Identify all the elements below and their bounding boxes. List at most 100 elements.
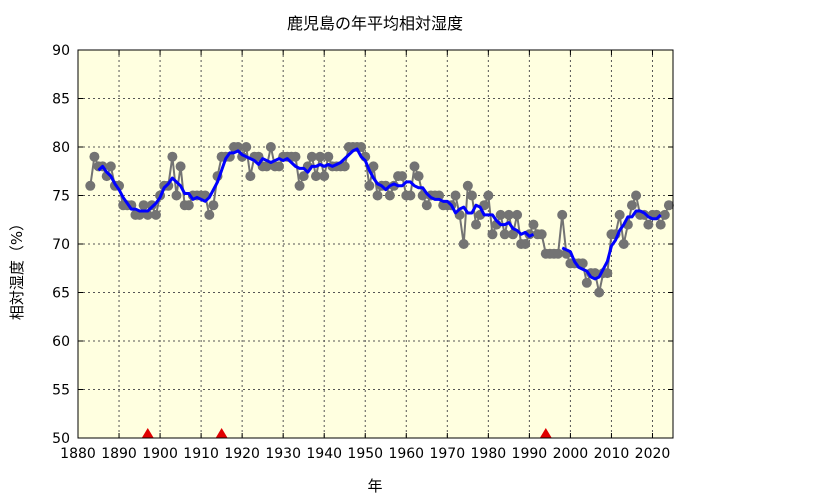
- x-tick-label: 1880: [60, 446, 96, 462]
- x-tick-label: 1980: [471, 446, 507, 462]
- data-point: [614, 209, 625, 220]
- x-tick-label: 2000: [553, 446, 589, 462]
- data-point: [663, 200, 674, 211]
- data-point: [602, 268, 613, 279]
- data-point: [175, 161, 186, 172]
- x-tick-label: 1920: [224, 446, 260, 462]
- data-point: [413, 171, 424, 182]
- data-point: [85, 180, 96, 191]
- data-point: [466, 190, 477, 201]
- data-point: [536, 229, 547, 240]
- data-point: [577, 258, 588, 269]
- data-point: [495, 209, 506, 220]
- data-point: [233, 142, 244, 152]
- data-point: [581, 277, 592, 288]
- y-tick-label: 80: [52, 140, 70, 156]
- data-point: [261, 161, 272, 172]
- chart-title: 鹿児島の年平均相対湿度: [287, 14, 463, 33]
- series: [85, 142, 674, 438]
- data-point: [208, 200, 219, 211]
- y-tick-label: 70: [52, 237, 70, 253]
- data-point: [631, 190, 642, 201]
- station-change-marker: [539, 428, 552, 438]
- data-point: [315, 151, 326, 162]
- data-point: [458, 239, 469, 249]
- x-tick-label: 1970: [429, 446, 465, 462]
- data-point: [339, 161, 350, 172]
- data-point: [167, 151, 178, 162]
- data-point: [294, 180, 305, 191]
- y-tick-label: 60: [52, 334, 70, 350]
- data-point: [372, 190, 383, 201]
- y-tick-label: 90: [52, 43, 70, 59]
- data-point: [643, 219, 654, 230]
- x-tick-label: 1950: [347, 446, 383, 462]
- data-point: [512, 209, 523, 220]
- y-tick-label: 65: [52, 286, 70, 302]
- data-point: [450, 190, 461, 201]
- data-point: [626, 200, 637, 211]
- data-point: [150, 209, 161, 220]
- data-point: [618, 239, 629, 249]
- data-point: [265, 142, 276, 152]
- moving-average-line: [561, 209, 662, 281]
- data-point: [319, 171, 330, 182]
- x-tick-label: 1910: [183, 446, 219, 462]
- x-tick-label: 1940: [306, 446, 342, 462]
- moving-average-line: [97, 147, 535, 238]
- data-point: [520, 239, 531, 249]
- y-tick-label: 75: [52, 189, 70, 205]
- y-tick-label: 50: [52, 431, 70, 447]
- data-point: [245, 171, 256, 182]
- x-tick-label: 1930: [265, 446, 301, 462]
- data-point: [471, 219, 482, 230]
- x-tick-label: 1960: [388, 446, 424, 462]
- data-point: [274, 161, 285, 172]
- data-point: [483, 190, 494, 201]
- data-point: [306, 151, 317, 162]
- data-point: [388, 180, 399, 191]
- data-point: [655, 219, 666, 230]
- data-point: [397, 171, 408, 182]
- data-point: [183, 200, 194, 211]
- data-point: [204, 209, 215, 220]
- data-point: [138, 200, 149, 211]
- data-point: [462, 180, 473, 191]
- station-change-marker: [141, 428, 154, 438]
- x-tick-label: 2010: [594, 446, 630, 462]
- data-point: [528, 219, 539, 230]
- data-point: [364, 180, 375, 191]
- data-point: [241, 142, 252, 152]
- data-point: [89, 151, 100, 162]
- x-tick-label: 1990: [512, 446, 548, 462]
- data-point: [405, 190, 416, 201]
- data-point: [503, 209, 514, 220]
- data-point: [590, 268, 601, 279]
- x-tick-label: 2020: [635, 446, 671, 462]
- y-tick-label: 55: [52, 383, 70, 399]
- data-point: [507, 229, 518, 240]
- data-point: [171, 190, 182, 201]
- data-point: [553, 248, 564, 259]
- data-point: [368, 161, 379, 172]
- x-tick-label: 1900: [142, 446, 178, 462]
- ticks: 1880 1890 1900 1910 1920 1930 1940 1950 1960 1970…: [52, 43, 673, 462]
- grid: [78, 50, 673, 438]
- data-point: [557, 209, 568, 220]
- data-point: [290, 151, 301, 162]
- station-change-marker: [215, 428, 228, 438]
- x-tick-label: 1890: [101, 446, 137, 462]
- data-point: [499, 229, 510, 240]
- data-point: [384, 190, 395, 201]
- data-point: [487, 229, 498, 240]
- data-point: [409, 161, 420, 172]
- data-point: [594, 287, 605, 298]
- y-tick-label: 85: [52, 92, 70, 108]
- data-point: [421, 200, 432, 211]
- data-point: [659, 209, 670, 220]
- data-point: [311, 171, 321, 182]
- data-point: [323, 151, 334, 162]
- data-point: [298, 171, 309, 182]
- data-point: [105, 161, 116, 172]
